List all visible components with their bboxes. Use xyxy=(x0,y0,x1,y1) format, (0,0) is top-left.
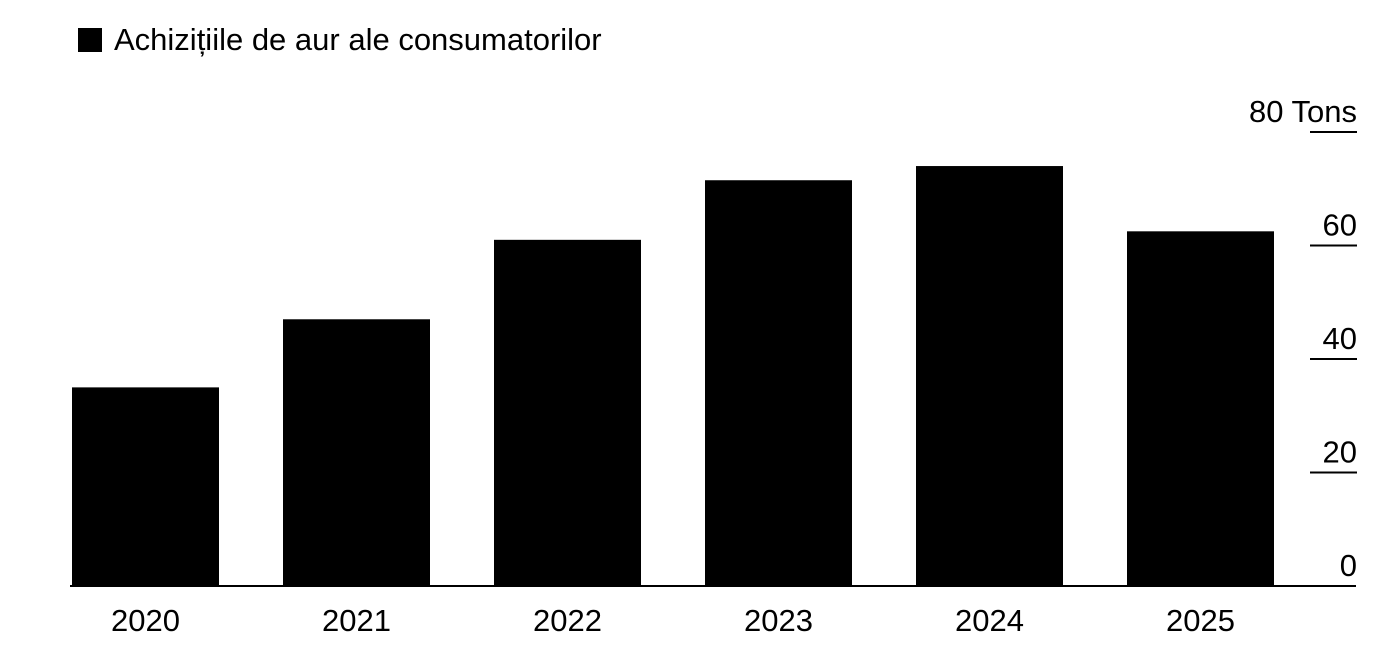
bar-2020 xyxy=(72,387,219,586)
y-tick-label: 60 xyxy=(1323,208,1357,243)
bar-2023 xyxy=(705,180,852,587)
y-tick-label: 40 xyxy=(1323,321,1357,356)
x-tick-label: 2022 xyxy=(533,603,602,638)
legend-label: Achizițiile de aur ale consumatorilor xyxy=(114,22,602,57)
x-tick-label: 2020 xyxy=(111,603,180,638)
y-tick-label: 80 Tons xyxy=(1249,94,1357,129)
y-tick-label: 20 xyxy=(1323,435,1357,470)
x-tick-label: 2024 xyxy=(955,603,1024,638)
bar-2021 xyxy=(283,319,430,586)
bar-2024 xyxy=(916,166,1063,587)
y-tick-label: 0 xyxy=(1340,548,1357,583)
x-tick-label: 2025 xyxy=(1166,603,1235,638)
bar-2022 xyxy=(494,239,641,586)
legend: Achizițiile de aur ale consumatorilor xyxy=(78,22,602,58)
x-tick-label: 2021 xyxy=(322,603,391,638)
bar-2025 xyxy=(1127,231,1274,586)
legend-swatch xyxy=(78,28,102,52)
x-tick-label: 2023 xyxy=(744,603,813,638)
